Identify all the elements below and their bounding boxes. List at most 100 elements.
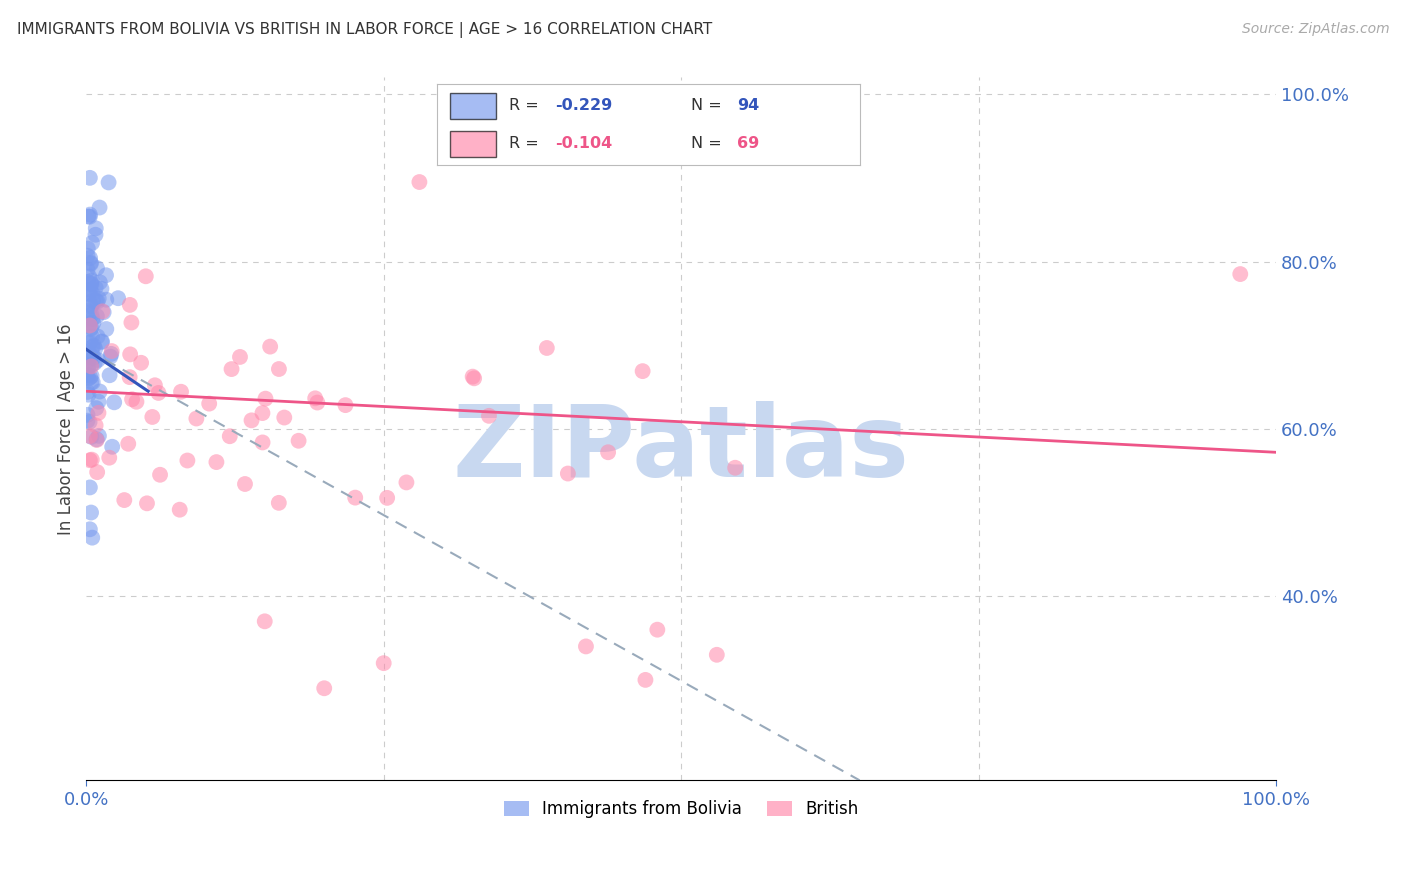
Point: [135, 269, 157, 284]
Point: [87, 292, 110, 306]
Point: [557, 467, 579, 481]
Point: [82, 316, 104, 330]
Point: [79, 286, 101, 301]
Point: [82, 376, 104, 390]
Point: [94, 268, 117, 283]
Point: [79, 170, 101, 185]
Point: [86, 465, 108, 479]
Point: [287, 434, 309, 448]
Point: [148, 385, 170, 400]
Point: [80, 358, 103, 372]
Point: [461, 369, 484, 384]
Point: [149, 467, 172, 482]
Point: [205, 455, 228, 469]
Point: [98, 450, 121, 465]
Point: [86, 309, 108, 323]
Point: [307, 395, 329, 409]
Point: [76, 408, 98, 422]
Point: [97, 176, 120, 190]
Point: [304, 392, 326, 406]
Point: [136, 496, 159, 510]
Point: [79, 415, 101, 429]
Point: [86, 294, 108, 309]
Point: [80, 346, 103, 360]
Point: [273, 410, 295, 425]
Point: [176, 453, 198, 467]
Point: [76, 262, 98, 277]
Point: [86, 433, 108, 447]
Point: [77, 286, 100, 301]
Point: [89, 275, 111, 289]
Point: [82, 293, 104, 308]
Point: [80, 350, 103, 364]
Point: [121, 392, 143, 407]
Point: [87, 406, 110, 420]
Point: [408, 175, 430, 189]
Point: [373, 656, 395, 670]
Point: [198, 396, 221, 410]
Point: [80, 235, 103, 250]
Point: [129, 356, 152, 370]
Legend: Immigrants from Bolivia, British: Immigrants from Bolivia, British: [498, 793, 865, 825]
Point: [91, 304, 114, 318]
Point: [254, 392, 277, 406]
Point: [79, 480, 101, 494]
Point: [463, 371, 485, 385]
Point: [82, 531, 104, 545]
Point: [79, 335, 101, 350]
Point: [79, 429, 101, 443]
Point: [80, 308, 103, 322]
Point: [80, 257, 103, 271]
Point: [86, 261, 108, 276]
Y-axis label: In Labor Force | Age > 16: In Labor Force | Age > 16: [58, 323, 75, 534]
Point: [253, 615, 276, 629]
Point: [344, 491, 367, 505]
Point: [80, 452, 103, 467]
Point: [267, 496, 290, 510]
Point: [79, 210, 101, 224]
Point: [89, 201, 111, 215]
Point: [120, 316, 142, 330]
Point: [82, 311, 104, 326]
Point: [87, 429, 110, 443]
Point: [80, 376, 103, 390]
Point: [83, 351, 105, 365]
Point: [79, 370, 101, 384]
Point: [218, 429, 240, 443]
Point: [76, 242, 98, 256]
Point: [76, 414, 98, 428]
Point: [87, 353, 110, 368]
Point: [267, 362, 290, 376]
Point: [80, 300, 103, 314]
Point: [120, 347, 142, 361]
Point: [252, 406, 274, 420]
Point: [96, 293, 118, 307]
Text: ZIPatlas: ZIPatlas: [453, 401, 910, 499]
Point: [76, 354, 98, 368]
Point: [79, 522, 101, 536]
Point: [93, 305, 115, 319]
Point: [335, 398, 357, 412]
Point: [170, 384, 193, 399]
Point: [90, 282, 112, 296]
Point: [80, 506, 103, 520]
Point: [80, 359, 103, 374]
Point: [107, 291, 129, 305]
Point: [169, 502, 191, 516]
Point: [252, 435, 274, 450]
Point: [84, 227, 107, 242]
Point: [82, 286, 104, 301]
Point: [87, 394, 110, 409]
Point: [186, 411, 208, 425]
Point: [80, 273, 103, 287]
Point: [1229, 267, 1251, 281]
Point: [125, 394, 148, 409]
Point: [84, 342, 107, 356]
Point: [76, 304, 98, 318]
Point: [76, 249, 98, 263]
Point: [77, 371, 100, 385]
Point: [112, 493, 135, 508]
Point: [100, 350, 122, 364]
Point: [100, 347, 122, 361]
Point: [82, 340, 104, 354]
